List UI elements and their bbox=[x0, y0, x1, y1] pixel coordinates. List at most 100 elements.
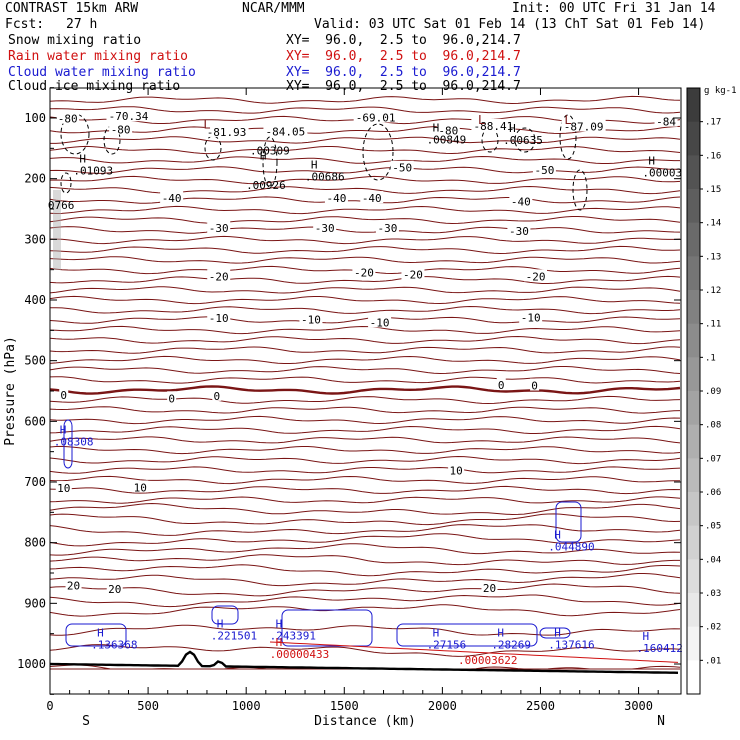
snow-contour bbox=[514, 127, 536, 153]
isotherm bbox=[49, 175, 681, 185]
label-backdrop bbox=[313, 220, 337, 233]
maximum-marker: H bbox=[433, 627, 440, 640]
colorbar-bin bbox=[687, 458, 700, 493]
maximum-value: .00003622 bbox=[458, 654, 518, 667]
snow-contour bbox=[60, 172, 72, 194]
cloud-water-contour bbox=[396, 623, 538, 647]
isotherm-label: -80 bbox=[111, 124, 131, 137]
label-backdrop bbox=[204, 124, 249, 137]
snow-contour bbox=[572, 169, 588, 211]
label-backdrop bbox=[436, 123, 460, 136]
label-backdrop bbox=[375, 220, 399, 233]
y-tick-label: 700 bbox=[24, 475, 46, 489]
isotherm bbox=[49, 125, 681, 135]
isotherm bbox=[49, 573, 681, 587]
colorbar-tick-label: .15 bbox=[705, 185, 721, 195]
north-label: N bbox=[657, 714, 665, 729]
field-snow-name: Snow mixing ratio bbox=[8, 33, 142, 48]
low-marker: L bbox=[478, 113, 485, 127]
colorbar-bin bbox=[687, 525, 700, 560]
colorbar-bin bbox=[687, 222, 700, 257]
isotherm bbox=[49, 295, 681, 305]
colorbar-unit: g kg-1 bbox=[704, 86, 737, 96]
colorbar-tick-label: .08 bbox=[705, 421, 721, 431]
isotherm bbox=[49, 485, 681, 495]
isotherm bbox=[49, 604, 681, 617]
colorbar-bin bbox=[687, 593, 700, 628]
maximum-value: .08308 bbox=[54, 436, 94, 449]
colorbar-tick-label: .12 bbox=[705, 286, 721, 296]
isotherm bbox=[49, 355, 681, 364]
label-backdrop bbox=[299, 312, 323, 325]
maximum-value: .28269 bbox=[491, 639, 531, 652]
colorbar-tick-label: .07 bbox=[705, 454, 721, 464]
label-backdrop bbox=[132, 480, 149, 493]
x-tick-label: 500 bbox=[137, 699, 159, 713]
isotherm bbox=[49, 564, 681, 577]
label-backdrop bbox=[207, 220, 231, 233]
isotherm bbox=[49, 166, 681, 174]
isotherm-label: -40 bbox=[162, 192, 182, 205]
colorbar-bin bbox=[687, 391, 700, 426]
isotherm-label: -30 bbox=[209, 222, 229, 235]
label-backdrop bbox=[519, 310, 543, 323]
south-label: S bbox=[82, 714, 90, 729]
colorbar-tick-label: .06 bbox=[705, 488, 721, 498]
cloud-water-contour bbox=[539, 627, 571, 639]
colorbar-tick-label: .16 bbox=[705, 151, 721, 161]
field-cloud-ice-xy: XY= 96.0, 2.5 to 96.0,214.7 bbox=[286, 79, 521, 94]
colorbar-bin bbox=[687, 155, 700, 190]
isotherm bbox=[49, 346, 681, 354]
isotherm-label: 0 bbox=[60, 389, 67, 402]
label-backdrop bbox=[471, 118, 516, 131]
label-backdrop bbox=[59, 388, 69, 401]
colorbar-bin bbox=[687, 559, 700, 594]
colorbar-bin bbox=[687, 256, 700, 291]
label-backdrop bbox=[65, 578, 82, 591]
label-backdrop bbox=[160, 191, 184, 204]
maximum-marker: H bbox=[642, 630, 649, 643]
isotherm bbox=[49, 425, 681, 434]
label-backdrop bbox=[167, 391, 177, 404]
maximum-value: .00635 bbox=[503, 134, 543, 147]
maximum-value: .137616 bbox=[548, 639, 594, 652]
rain-contour bbox=[269, 641, 679, 663]
fcst-label: Fcst: bbox=[5, 17, 45, 32]
isotherm-label: 10 bbox=[57, 482, 70, 495]
colorbar-tick-label: .02 bbox=[705, 623, 721, 633]
maximum-value: .01093 bbox=[73, 164, 113, 177]
colorbar-tick-label: .14 bbox=[705, 219, 721, 229]
maximum-marker: H bbox=[79, 152, 86, 165]
isotherm-label: -69.01 bbox=[356, 111, 396, 124]
y-tick-label: 500 bbox=[24, 354, 46, 368]
isotherm-lines bbox=[49, 95, 681, 670]
field-cloud-water-xy: XY= 96.0, 2.5 to 96.0,214.7 bbox=[286, 65, 521, 80]
isotherm-label: 0 bbox=[168, 392, 175, 405]
colorbar-tick-label: .03 bbox=[705, 589, 721, 599]
valid-time: Valid: 03 UTC Sat 01 Feb 14 (13 ChT Sat … bbox=[314, 17, 706, 32]
label-backdrop bbox=[106, 581, 123, 594]
field-cloud-water-name: Cloud water mixing ratio bbox=[8, 65, 196, 80]
maximum-marker: H bbox=[260, 149, 267, 162]
maximum-value: .221501 bbox=[211, 630, 257, 643]
label-backdrop bbox=[207, 311, 231, 324]
label-backdrop bbox=[106, 109, 151, 122]
isotherm bbox=[49, 436, 681, 444]
snow-contour bbox=[262, 136, 278, 188]
isotherm bbox=[49, 502, 681, 516]
colorbar-tick-label: .09 bbox=[705, 387, 721, 397]
isotherm bbox=[50, 136, 681, 144]
isotherm-label: 0 bbox=[531, 380, 538, 393]
colorbar-tick-label: .04 bbox=[705, 555, 721, 565]
x-tick-label: 2500 bbox=[526, 699, 555, 713]
isotherm bbox=[49, 496, 681, 504]
y-tick-label: 400 bbox=[24, 293, 46, 307]
colorbar-bin bbox=[687, 290, 700, 325]
maximum-value: .243391 bbox=[270, 630, 316, 643]
maximum-value: .00000433 bbox=[270, 648, 330, 661]
maximum-marker: H bbox=[554, 627, 561, 640]
isotherm bbox=[49, 513, 681, 526]
colorbar-bin bbox=[687, 121, 700, 156]
isotherm-label: -88.41 bbox=[474, 120, 514, 133]
